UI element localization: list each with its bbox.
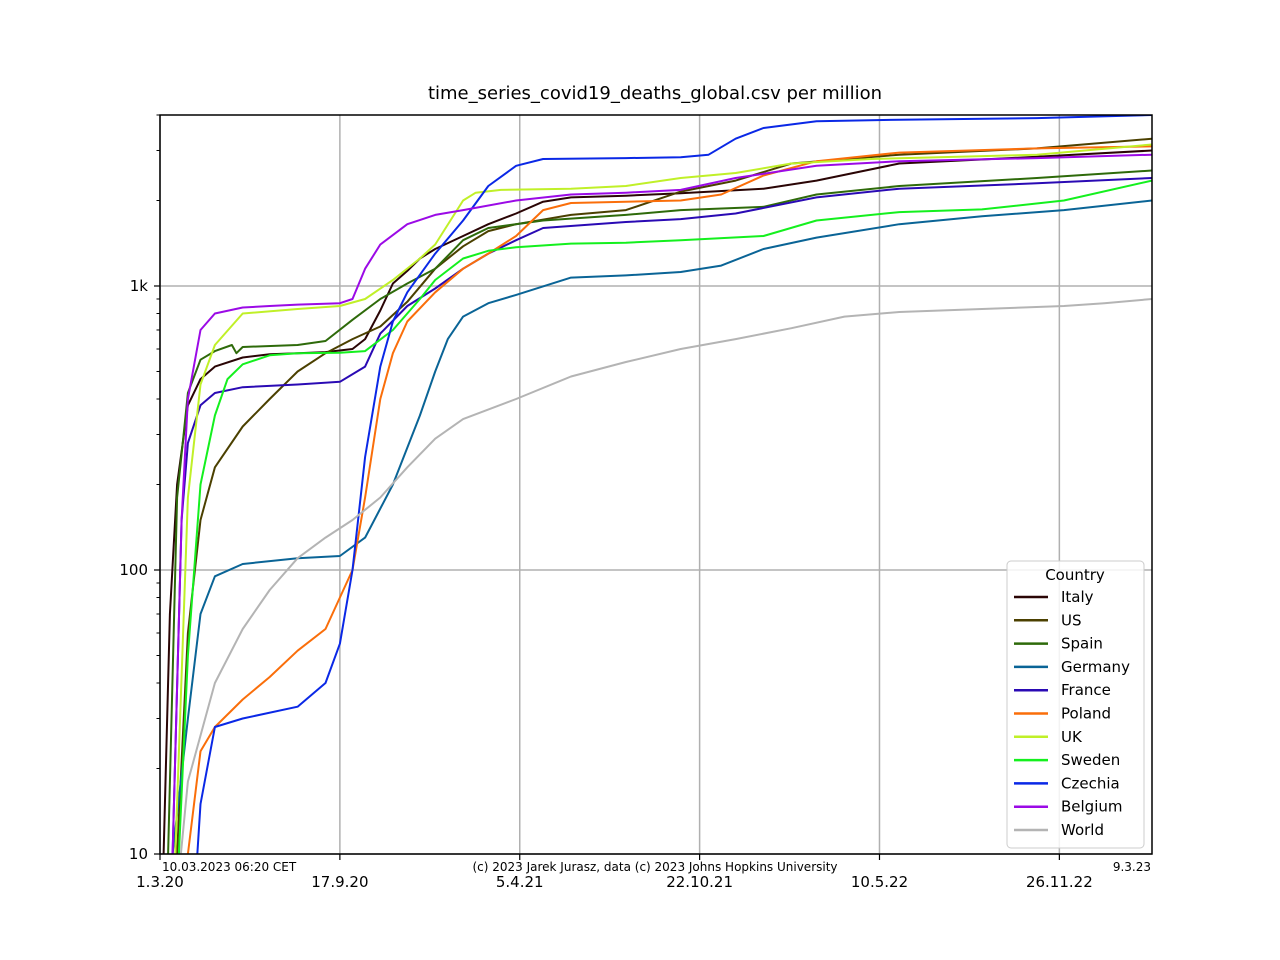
x-tick-label: 10.5.22 xyxy=(851,873,908,891)
x-tick-label: 17.9.20 xyxy=(311,873,368,891)
legend-label: Germany xyxy=(1061,658,1130,676)
x-end-label: 9.3.23 xyxy=(1113,860,1151,874)
y-tick-label: 10 xyxy=(129,845,148,863)
x-tick-label: 26.11.22 xyxy=(1026,873,1093,891)
series-line-poland xyxy=(186,145,1152,854)
series-line-uk xyxy=(174,143,1152,854)
x-tick-label: 5.4.21 xyxy=(496,873,544,891)
legend-label: UK xyxy=(1061,728,1083,746)
legend-box xyxy=(1006,560,1145,849)
legend: Country Italy US Spain Germany France Poland U… xyxy=(1006,560,1145,849)
legend-title: Country xyxy=(1045,566,1105,584)
legend-label: World xyxy=(1061,821,1104,839)
series-line-us xyxy=(176,137,1152,854)
series-line-sweden xyxy=(177,179,1152,854)
y-axis: 10 100 1k xyxy=(119,277,160,863)
x-tick-label: 1.3.20 xyxy=(136,873,184,891)
legend-label: Italy xyxy=(1061,588,1094,606)
x-axis: 1.3.20 17.9.20 5.4.21 22.10.21 10.5.22 26.11.… xyxy=(136,854,1093,891)
series-lines xyxy=(162,115,1152,854)
legend-label: Spain xyxy=(1061,635,1103,653)
footer-timestamp: 10.03.2023 06:20 CET xyxy=(162,860,297,874)
footer-copyright: (c) 2023 Jarek Jurasz, data (c) 2023 Joh… xyxy=(472,860,837,874)
y-tick-label: 1k xyxy=(130,277,149,295)
plot-frame xyxy=(159,114,1153,855)
series-line-spain xyxy=(167,169,1152,854)
series-line-belgium xyxy=(171,153,1152,854)
legend-label: US xyxy=(1061,611,1082,629)
series-line-germany xyxy=(171,199,1152,854)
legend-label: France xyxy=(1061,681,1111,699)
y-tick-label: 100 xyxy=(119,561,148,579)
legend-label: Poland xyxy=(1061,705,1111,723)
legend-label: Czechia xyxy=(1061,774,1120,792)
series-line-czechia xyxy=(196,115,1152,854)
legend-label: Belgium xyxy=(1061,798,1123,816)
chart-title: time_series_covid19_deaths_global.csv pe… xyxy=(428,83,882,104)
series-line-world xyxy=(179,298,1152,854)
series-line-italy xyxy=(162,149,1152,854)
legend-label: Sweden xyxy=(1061,751,1120,769)
x-tick-label: 22.10.21 xyxy=(666,873,733,891)
